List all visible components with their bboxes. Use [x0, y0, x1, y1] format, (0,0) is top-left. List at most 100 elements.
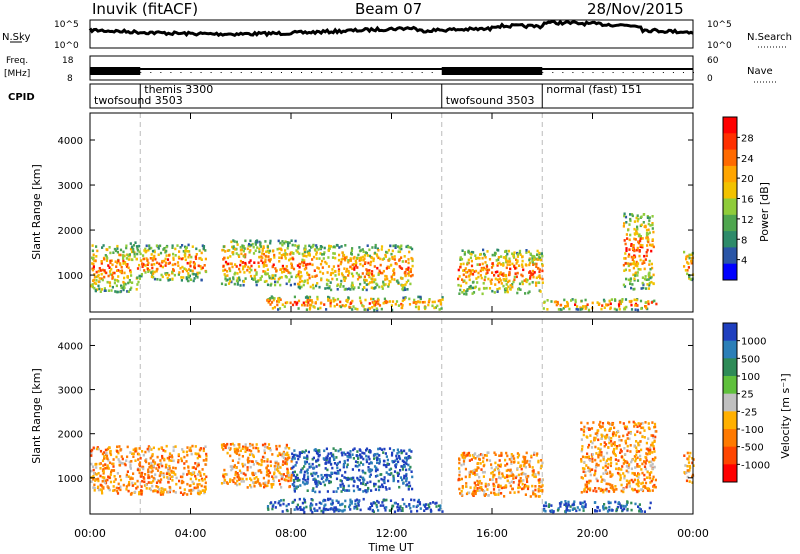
- data-cell: [403, 474, 406, 478]
- data-cell: [630, 308, 634, 311]
- data-cell: [141, 471, 144, 475]
- data-cell: [130, 250, 134, 254]
- data-cell: [222, 258, 225, 261]
- data-cell: [376, 452, 379, 456]
- data-cell: [229, 443, 232, 446]
- data-cell: [369, 473, 372, 477]
- data-cell: [496, 278, 499, 281]
- data-cell: [286, 451, 289, 455]
- data-cell: [338, 460, 341, 464]
- data-cell: [500, 273, 503, 276]
- data-cell: [405, 477, 408, 480]
- data-cell: [192, 272, 195, 276]
- data-cell: [100, 288, 103, 291]
- data-cell: [514, 267, 517, 270]
- data-cell: [277, 239, 280, 243]
- data-cell: [311, 474, 314, 477]
- data-cell: [271, 307, 274, 310]
- data-cell: [129, 242, 132, 245]
- data-cell: [471, 250, 474, 254]
- data-cell: [641, 481, 644, 485]
- data-cell: [372, 297, 375, 301]
- data-cell: [246, 458, 249, 462]
- data-cell: [637, 441, 640, 445]
- data-cell: [267, 301, 270, 304]
- data-cell: [92, 465, 95, 468]
- data-cell: [480, 488, 483, 491]
- data-cell: [519, 253, 522, 256]
- data-cell: [186, 493, 189, 496]
- data-cell: [494, 283, 497, 286]
- data-cell: [170, 475, 173, 479]
- data-cell: [228, 267, 231, 270]
- data-cell: [324, 503, 327, 507]
- data-cell: [625, 221, 628, 224]
- data-cell: [349, 508, 352, 511]
- data-cell: [249, 465, 252, 469]
- data-cell: [321, 259, 324, 263]
- data-cell: [606, 433, 609, 437]
- data-cell: [91, 448, 94, 452]
- data-cell: [390, 454, 394, 457]
- data-cell: [331, 256, 335, 259]
- data-cell: [123, 276, 126, 280]
- data-cell: [484, 482, 487, 486]
- data-cell: [509, 267, 512, 271]
- data-cell: [368, 275, 371, 279]
- data-cell: [335, 490, 338, 493]
- data-cell: [341, 304, 344, 307]
- data-cell: [110, 289, 113, 292]
- data-cell: [279, 298, 282, 301]
- data-cell: [327, 265, 331, 268]
- data-cell: [231, 251, 234, 254]
- data-cell: [519, 288, 522, 291]
- data-cell: [683, 250, 686, 254]
- data-cell: [506, 287, 509, 290]
- data-cell: [689, 451, 692, 455]
- data-cell: [385, 465, 388, 469]
- data-cell: [630, 467, 633, 471]
- data-cell: [478, 257, 481, 260]
- data-cell: [594, 501, 597, 504]
- data-cell: [120, 286, 123, 289]
- data-cell: [284, 460, 287, 463]
- data-cell: [148, 475, 151, 479]
- data-cell: [94, 289, 97, 292]
- data-cell: [398, 265, 401, 268]
- nsky-left-tick-top: 10^5: [54, 20, 79, 30]
- nave-dot: [642, 72, 644, 73]
- data-cell: [160, 462, 163, 465]
- data-cell: [303, 456, 306, 459]
- data-cell: [164, 257, 167, 261]
- colorbar-segment: [723, 149, 737, 167]
- data-cell: [506, 475, 509, 479]
- data-cell: [518, 264, 521, 267]
- data-cell: [180, 481, 183, 485]
- data-cell: [365, 460, 368, 464]
- data-cell: [650, 471, 653, 474]
- data-cell: [349, 500, 352, 504]
- data-cell: [229, 465, 232, 468]
- data-cell: [591, 457, 594, 461]
- data-cell: [537, 489, 540, 493]
- data-cell: [498, 470, 501, 474]
- data-cell: [359, 299, 362, 303]
- data-cell: [483, 287, 486, 290]
- data-cell: [637, 505, 640, 508]
- data-cell: [566, 300, 569, 304]
- x-tick-label: 08:00: [275, 527, 307, 540]
- data-cell: [594, 466, 598, 469]
- data-cell: [397, 474, 400, 477]
- data-cell: [619, 302, 622, 305]
- colorbar-segment: [723, 376, 737, 395]
- data-cell: [398, 456, 401, 459]
- data-cell: [540, 464, 543, 468]
- data-cell: [458, 461, 461, 465]
- data-cell: [235, 265, 238, 268]
- data-cell: [510, 455, 513, 459]
- data-cell: [332, 447, 335, 450]
- data-cell: [169, 488, 172, 492]
- data-cell: [106, 280, 109, 284]
- data-cell: [277, 464, 280, 467]
- data-cell: [619, 504, 622, 508]
